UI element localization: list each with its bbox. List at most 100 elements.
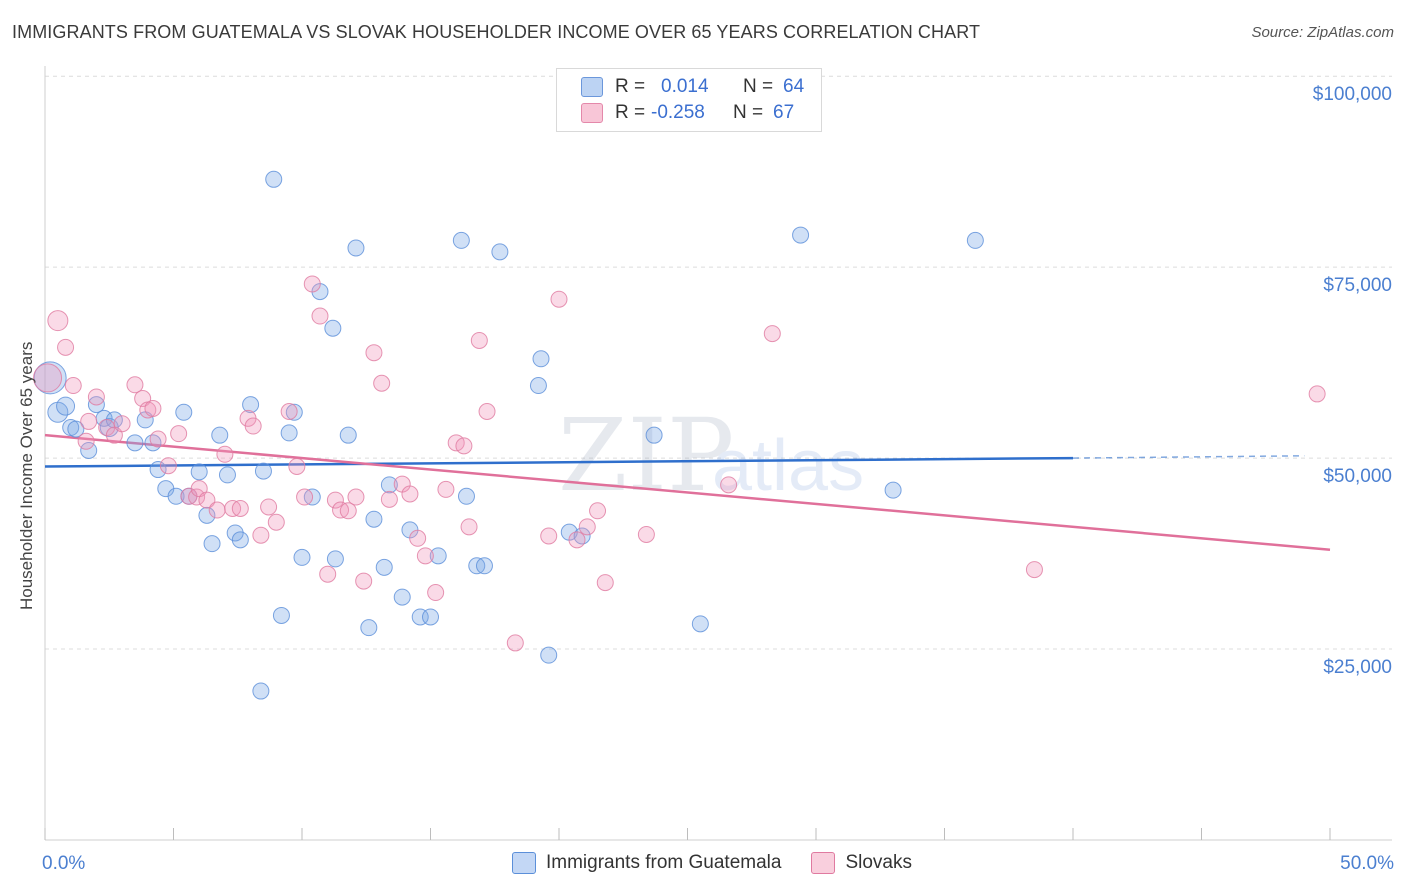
point-slovaks-20 (198, 491, 216, 509)
legend-item-slovaks[interactable]: Slovaks (811, 852, 912, 874)
point-guatemala-51 (475, 557, 493, 575)
legend-label-slovaks: Slovaks (845, 852, 912, 873)
point-guatemala-24 (231, 531, 249, 549)
point-guatemala-54 (532, 350, 550, 368)
legend-row-slovaks: R = -0.258 N = 67 (581, 101, 794, 125)
point-slovaks-59 (578, 518, 596, 536)
point-slovaks-13 (144, 399, 162, 417)
point-guatemala-18 (190, 463, 208, 481)
legend-row-guatemala: R = 0.014 N = 64 (581, 75, 804, 99)
point-slovaks-52 (460, 518, 478, 536)
point-guatemala-21 (211, 426, 229, 444)
trend-lines (44, 433, 1331, 551)
point-guatemala-43 (393, 588, 411, 606)
x-tick-label-max: 50.0% (1340, 853, 1394, 874)
point-guatemala-36 (326, 550, 344, 568)
tick-labels: $25,000 $50,000 $75,000 $100,000 0.0% 50.0% (42, 84, 1394, 874)
point-slovaks-29 (267, 513, 285, 531)
point-slovaks-49 (437, 480, 455, 498)
point-slovaks-3 (64, 377, 82, 395)
x-tick-label-min: 0.0% (42, 853, 85, 874)
y-tick-label-1: $50,000 (1323, 466, 1392, 487)
point-slovaks-40 (355, 572, 373, 590)
chart-title: IMMIGRANTS FROM GUATEMALA VS SLOVAK HOUS… (12, 22, 981, 42)
y-tick-label-0: $25,000 (1323, 657, 1392, 678)
point-slovaks-42 (373, 374, 391, 392)
point-guatemala-40 (365, 510, 383, 528)
point-guatemala-37 (339, 426, 357, 444)
y-tick-label-2: $75,000 (1323, 275, 1392, 296)
watermark: ZIP atlas (558, 397, 864, 514)
point-slovaks-36 (326, 491, 344, 509)
point-guatemala-60 (792, 226, 810, 244)
legend-n-value: 64 (783, 76, 805, 97)
point-slovaks-60 (589, 502, 607, 520)
legend-swatch-guatemala (581, 77, 603, 97)
point-slovaks-38 (339, 502, 357, 520)
point-guatemala-13 (149, 461, 167, 479)
point-slovaks-56 (540, 527, 558, 545)
point-slovaks-34 (311, 307, 329, 325)
legend-item-guatemala[interactable]: Immigrants from Guatemala (512, 852, 781, 874)
point-guatemala-41 (375, 558, 393, 576)
point-guatemala-62 (966, 231, 984, 249)
watermark-atlas: atlas (712, 426, 864, 506)
point-guatemala-32 (293, 548, 311, 566)
point-slovaks-47 (416, 547, 434, 565)
legend-swatch-guatemala (512, 852, 536, 874)
point-slovaks-22 (216, 445, 234, 463)
point-slovaks-58 (568, 531, 586, 549)
point-slovaks-28 (260, 498, 278, 516)
point-slovaks-64 (763, 325, 781, 343)
point-slovaks-30 (280, 403, 298, 421)
point-guatemala-22 (218, 466, 236, 484)
point-guatemala-53 (529, 377, 547, 395)
legend-n-label: N = (733, 102, 764, 123)
point-slovaks-66 (1308, 385, 1326, 403)
trend-line-guatemala (44, 456, 1074, 468)
legend-swatch-slovaks (811, 852, 836, 874)
point-guatemala-47 (429, 547, 447, 565)
point-guatemala-16 (175, 403, 193, 421)
point-guatemala-46 (422, 608, 439, 626)
point-slovaks-51 (455, 437, 473, 455)
point-slovaks-26 (244, 417, 262, 435)
point-slovaks-65 (1025, 561, 1043, 579)
point-slovaks-61 (596, 574, 614, 592)
point-guatemala-59 (691, 615, 709, 633)
point-guatemala-35 (324, 319, 342, 337)
point-slovaks-62 (637, 525, 655, 543)
point-slovaks-24 (231, 500, 249, 518)
point-guatemala-61 (884, 481, 902, 499)
point-slovaks-63 (720, 476, 738, 494)
stats-legend: R = 0.014 N = 64 R = -0.258 N = 67 (556, 68, 822, 132)
point-guatemala-26 (252, 682, 270, 700)
point-guatemala-28 (265, 170, 283, 188)
point-guatemala-39 (360, 619, 378, 637)
point-guatemala-55 (540, 646, 558, 664)
point-slovaks-16 (170, 425, 188, 443)
legend-n-value: 67 (773, 102, 795, 123)
point-guatemala-31 (285, 403, 303, 421)
y-axis-label: Householder Income Over 65 years (17, 342, 36, 610)
point-slovaks-0 (33, 363, 63, 393)
point-slovaks-4 (77, 432, 95, 450)
point-slovaks-54 (478, 403, 496, 421)
point-guatemala-58 (645, 426, 663, 444)
point-slovaks-6 (87, 388, 105, 406)
point-slovaks-2 (57, 338, 75, 356)
legend-r-value: -0.258 (651, 102, 705, 123)
point-slovaks-43 (380, 490, 398, 508)
watermark-zip: ZIP (558, 397, 734, 514)
source-label: Source: ZipAtlas.com (1251, 24, 1394, 41)
point-guatemala-30 (280, 424, 298, 442)
axes (44, 66, 1392, 841)
point-slovaks-55 (506, 634, 524, 652)
point-guatemala-45 (411, 608, 429, 626)
point-guatemala-38 (347, 239, 365, 257)
point-guatemala-49 (457, 487, 475, 505)
point-slovaks-39 (347, 488, 365, 506)
trend-line-guatemala-extension (1072, 455, 1305, 459)
point-guatemala-48 (452, 231, 470, 249)
